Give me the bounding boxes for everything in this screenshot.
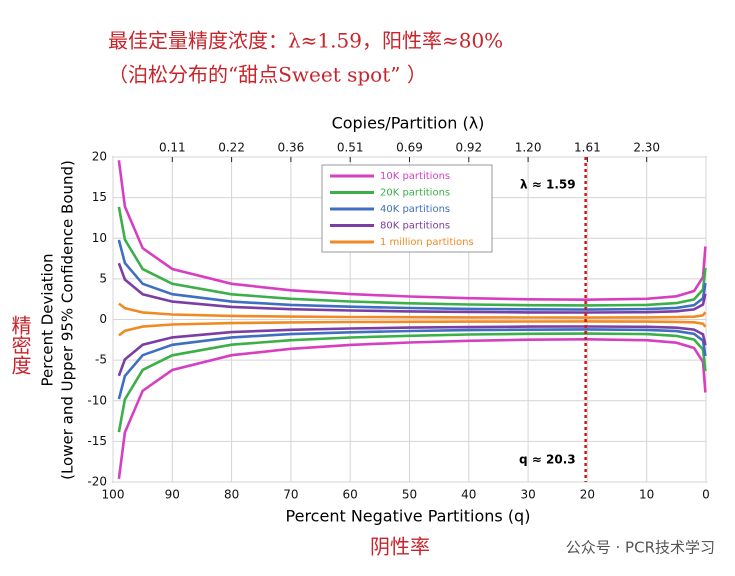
legend-label: 40K partitions xyxy=(380,204,450,215)
legend-label: 10K partitions xyxy=(380,171,450,182)
series-line xyxy=(117,262,707,314)
y-axis-label: (Lower and Upper 95% Confidence Bound) xyxy=(59,160,77,480)
x2-tick-label: 1.20 xyxy=(515,141,542,155)
series-line xyxy=(117,325,707,377)
series-line xyxy=(117,332,707,433)
series-line xyxy=(118,320,707,337)
y-side-note: 精密度 xyxy=(8,315,32,375)
y-tick-label: -20 xyxy=(87,475,107,489)
x2-tick-label: 2.30 xyxy=(633,141,660,155)
legend-label: 80K partitions xyxy=(380,221,450,232)
x2-tick-label: 0.36 xyxy=(278,141,305,155)
x-tick-label: 100 xyxy=(102,488,125,502)
series-line xyxy=(117,160,707,302)
y-tick-label: 15 xyxy=(92,190,107,204)
x2-tick-label: 0.69 xyxy=(396,141,423,155)
annotation: q ≈ 20.3 xyxy=(519,453,576,467)
watermark: 公众号 · PCR技术学习 xyxy=(566,539,715,557)
x-tick-label: 30 xyxy=(520,488,535,502)
y-axis-label: Percent Deviation xyxy=(39,254,57,387)
legend-label: 1 million partitions xyxy=(380,237,474,248)
series-line xyxy=(117,239,707,311)
x-tick-label: 90 xyxy=(165,488,180,502)
x-tick-label: 70 xyxy=(283,488,298,502)
x2-tick-label: 0.22 xyxy=(218,141,245,155)
chart-title: 最佳定量精度浓度：λ≈1.59，阳性率≈80% xyxy=(108,29,503,53)
chart-subtitle: （泊松分布的“甜点Sweet spot” ） xyxy=(108,63,427,87)
y-tick-label: 10 xyxy=(92,231,107,245)
x-tick-label: 50 xyxy=(402,488,417,502)
x2-axis-label: Copies/Partition (λ) xyxy=(332,114,485,133)
series-line xyxy=(117,337,707,479)
y-tick-label: 20 xyxy=(92,150,107,164)
x-side-note: 阴性率 xyxy=(370,535,430,559)
series-line xyxy=(117,206,707,307)
x2-tick-label: 1.61 xyxy=(574,141,601,155)
x-tick-label: 80 xyxy=(224,488,239,502)
x2-tick-label: 0.51 xyxy=(337,141,364,155)
x-tick-label: 0 xyxy=(702,488,710,502)
x-axis-label: Percent Negative Partitions (q) xyxy=(286,507,531,526)
y-tick-label: -5 xyxy=(95,353,107,367)
x-tick-label: 20 xyxy=(580,488,595,502)
x-tick-label: 10 xyxy=(639,488,654,502)
x-tick-label: 60 xyxy=(343,488,358,502)
y-tick-label: 5 xyxy=(99,271,107,285)
legend-label: 20K partitions xyxy=(380,188,450,199)
y-tick-label: -15 xyxy=(87,434,107,448)
series-line xyxy=(117,328,707,400)
series-line xyxy=(118,302,707,319)
x-tick-label: 40 xyxy=(461,488,476,502)
x2-tick-label: 0.92 xyxy=(455,141,482,155)
y-tick-label: -10 xyxy=(87,393,107,407)
annotation: λ ≈ 1.59 xyxy=(520,178,576,192)
y-tick-label: 0 xyxy=(99,312,107,326)
x2-tick-label: 0.11 xyxy=(159,141,186,155)
